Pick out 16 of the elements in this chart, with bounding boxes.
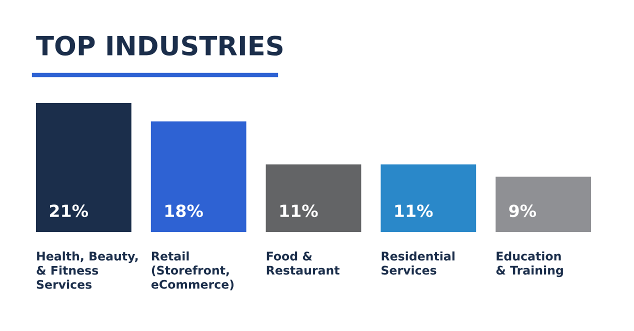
bar <box>150 121 246 232</box>
data-label: 11% <box>280 204 318 218</box>
x-tick-label: Food & Restaurant <box>266 251 340 275</box>
chart-title: TOP INDUSTRIES <box>36 36 282 56</box>
x-tick-label: Health, Beauty, & Fitness Services <box>36 251 138 289</box>
bar <box>266 164 362 232</box>
x-tick-label: Education & Training <box>496 251 563 278</box>
data-label: 11% <box>395 204 433 218</box>
x-tick-label: Residential Services <box>382 251 454 275</box>
data-label: 18% <box>165 204 203 218</box>
data-label: 9% <box>509 204 536 218</box>
bar <box>496 176 591 232</box>
bar <box>380 164 476 232</box>
bar <box>36 103 132 232</box>
x-tick-label: Retail (Storefront, eCommerce) <box>151 251 234 290</box>
data-label: 21% <box>50 204 88 218</box>
